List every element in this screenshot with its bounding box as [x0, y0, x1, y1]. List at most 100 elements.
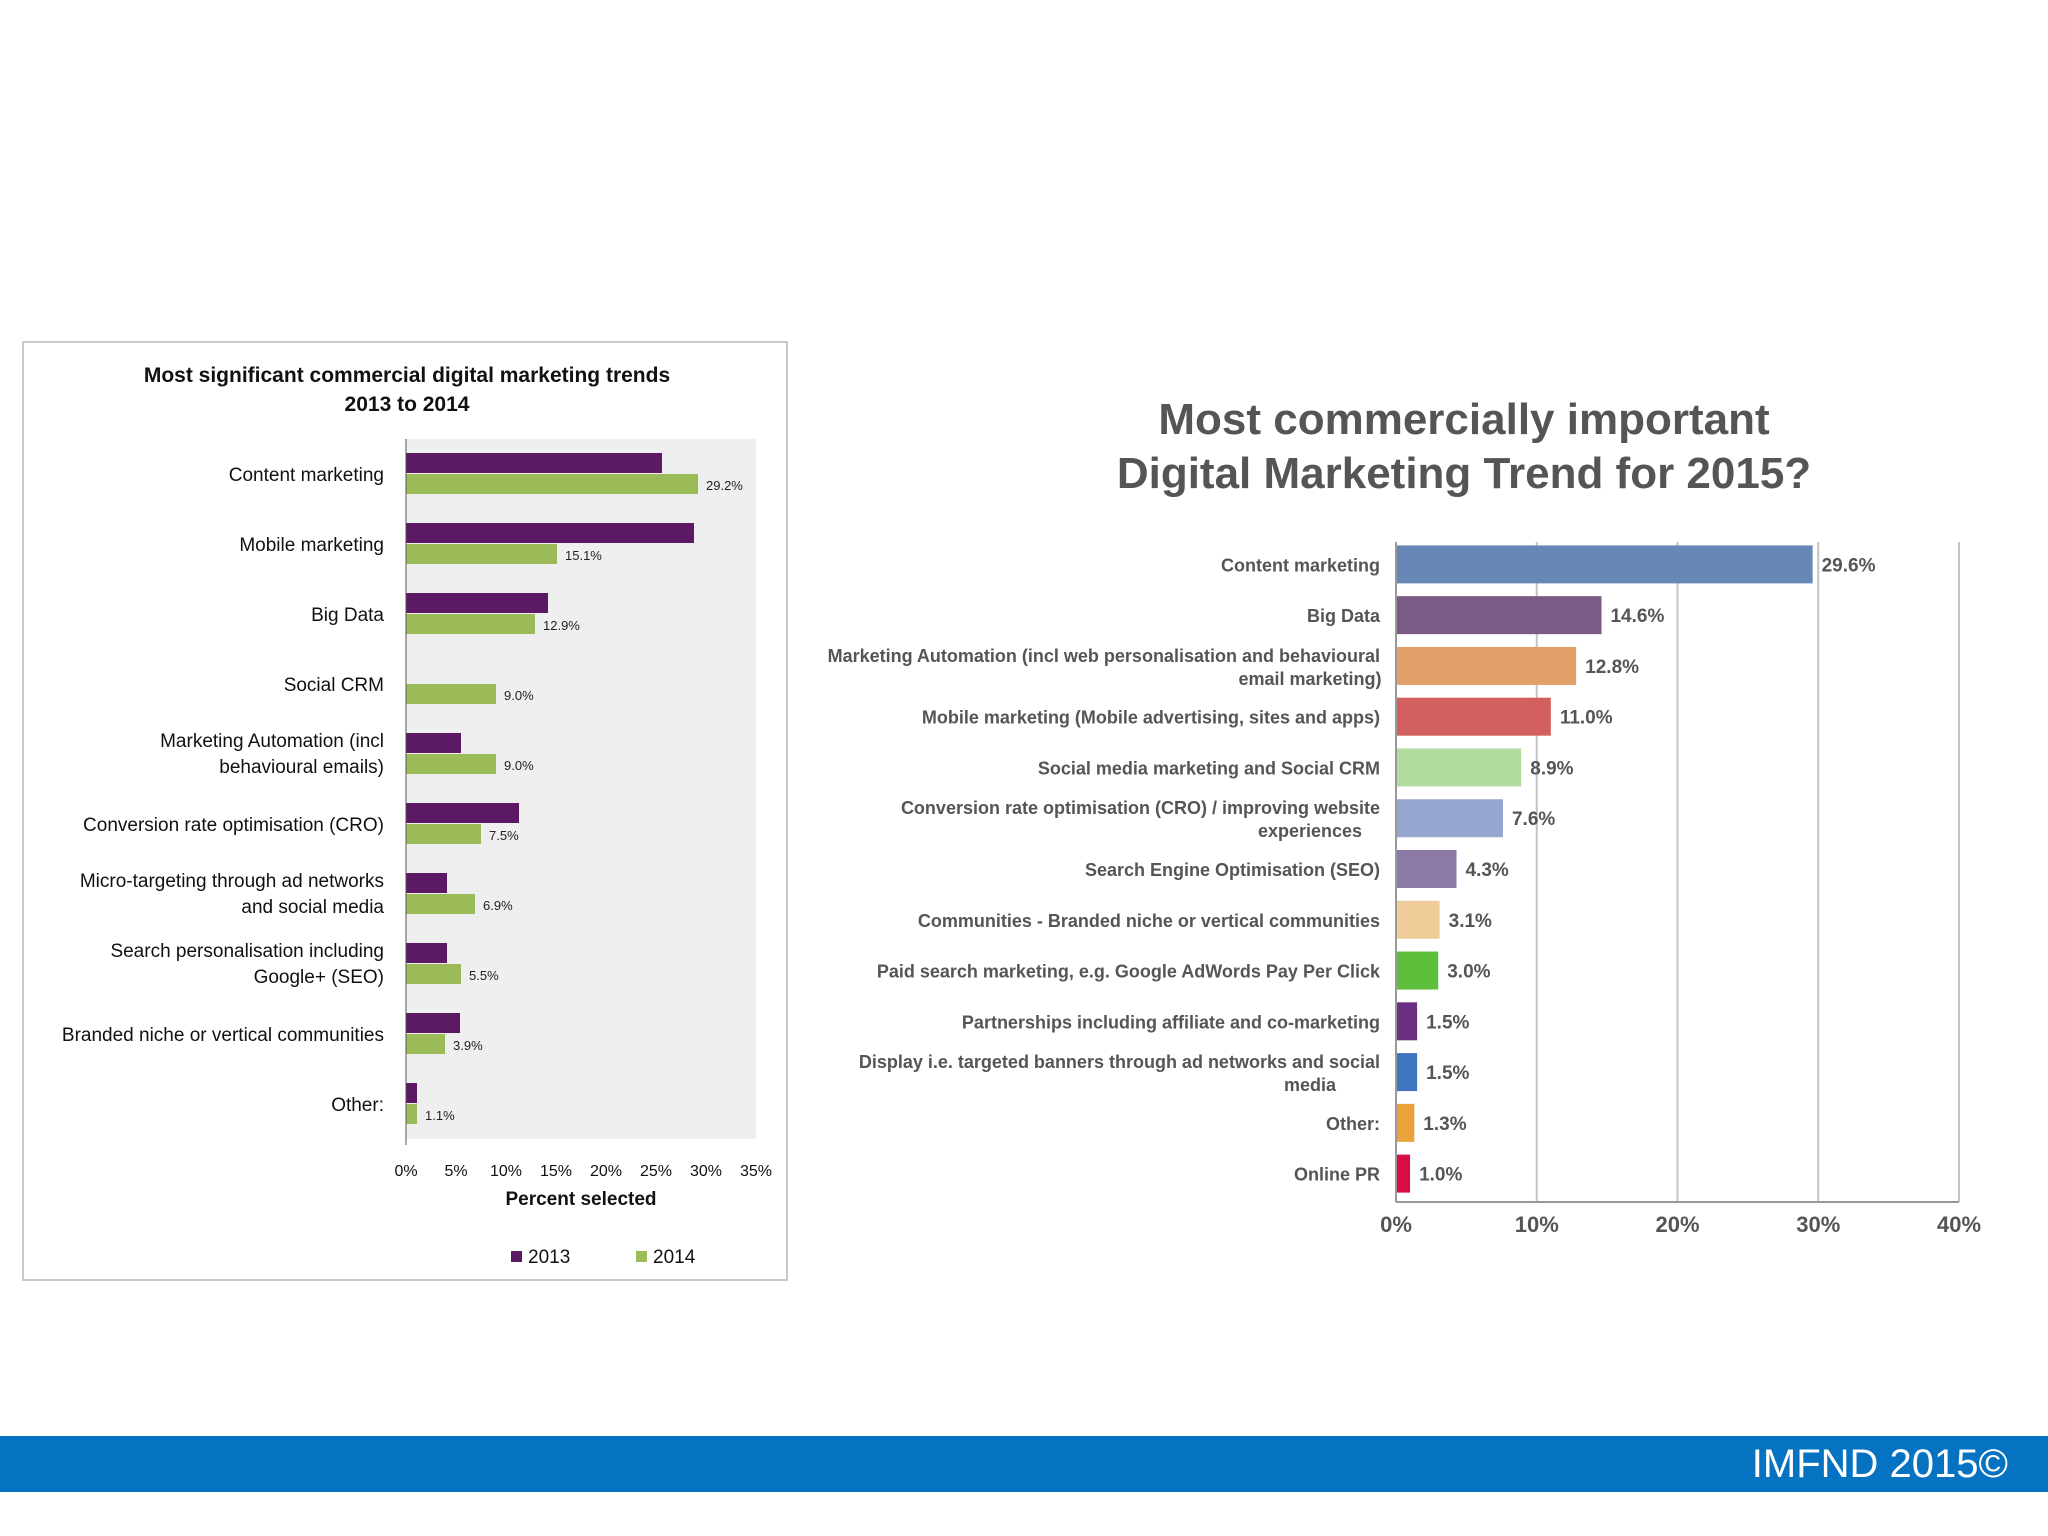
bar-2013	[406, 733, 461, 753]
x-tick-label: 15%	[540, 1163, 572, 1180]
legend-label: 2013	[528, 1247, 570, 1268]
bar-2013	[406, 943, 447, 963]
bar-2015	[1397, 1154, 1411, 1193]
bar-2014	[406, 544, 557, 564]
category-label: Mobile marketing	[239, 535, 384, 556]
category-label: Social CRM	[284, 675, 384, 696]
x-tick-label: 5%	[444, 1163, 467, 1180]
bar-2014	[406, 964, 461, 984]
bar-2013	[406, 1013, 460, 1033]
bar-2014	[406, 614, 535, 634]
bar-2015	[1397, 900, 1440, 939]
chart-2013-2014: Most significant commercial digital mark…	[62, 364, 772, 1268]
category-label: Big Data	[1307, 606, 1381, 626]
bar-value-label: 3.1%	[1449, 911, 1492, 932]
bar-2015	[1397, 1002, 1418, 1041]
bar-2015	[1397, 1103, 1415, 1142]
chart1-title-line: 2013 to 2014	[345, 393, 470, 416]
bar-2015	[1397, 545, 1813, 584]
x-tick-label: 40%	[1937, 1212, 1981, 1237]
category-label: behavioural emails)	[219, 757, 384, 778]
bar-value-label: 3.0%	[1447, 962, 1490, 983]
bar-value-label: 14.6%	[1610, 606, 1664, 627]
bar-2013	[406, 593, 548, 613]
category-label: Display i.e. targeted banners through ad…	[859, 1052, 1380, 1072]
category-label: Paid search marketing, e.g. Google AdWor…	[877, 962, 1381, 982]
chart2-title-line: Most commercially important	[1158, 395, 1770, 444]
bar-2014-label: 12.9%	[543, 618, 580, 633]
category-label: Big Data	[311, 605, 384, 626]
chart-2013-2014-frame: Most significant commercial digital mark…	[22, 341, 788, 1281]
bar-2014	[406, 754, 496, 774]
category-label: email marketing)	[1238, 669, 1381, 689]
x-tick-label: 20%	[590, 1163, 622, 1180]
category-label: Conversion rate optimisation (CRO) / imp…	[901, 798, 1380, 818]
x-tick-label: 25%	[640, 1163, 672, 1180]
bar-2015	[1397, 646, 1577, 685]
bar-2014	[406, 1104, 417, 1124]
bar-value-label: 29.6%	[1822, 555, 1876, 576]
category-label: Marketing Automation (incl web personali…	[828, 646, 1380, 666]
legend-swatch	[636, 1251, 647, 1262]
bar-2015	[1397, 850, 1457, 888]
bar-2015	[1397, 951, 1439, 990]
category-label: Other:	[1326, 1114, 1380, 1134]
bar-value-label: 11.0%	[1560, 708, 1613, 729]
bar-2014-label: 29.2%	[706, 478, 743, 493]
x-tick-label: 30%	[1796, 1212, 1840, 1237]
category-label: Mobile marketing (Mobile advertising, si…	[922, 708, 1380, 728]
bar-2015	[1397, 799, 1503, 838]
footer-copyright: IMFND 2015©	[1751, 1442, 2008, 1486]
bar-2014-label: 1.1%	[425, 1108, 455, 1123]
bar-2013	[406, 803, 519, 823]
bar-2013	[406, 453, 662, 473]
x-tick-label: 0%	[1380, 1212, 1412, 1237]
bar-value-label: 1.3%	[1423, 1114, 1466, 1135]
chart2-title-line: Digital Marketing Trend for 2015?	[1117, 449, 1811, 498]
bar-value-label: 8.9%	[1530, 758, 1573, 779]
bar-2014	[406, 474, 698, 494]
bar-2014	[406, 1034, 445, 1054]
category-label: Content marketing	[229, 465, 384, 486]
legend-label: 2014	[653, 1247, 696, 1268]
bar-2013	[406, 873, 447, 893]
category-label: Conversion rate optimisation (CRO)	[83, 815, 384, 836]
category-label: Search personalisation including	[110, 941, 384, 962]
category-label: Communities - Branded niche or vertical …	[918, 911, 1380, 931]
chart-2015-trends: Most commercially important Digital Marke…	[828, 395, 1981, 1237]
bar-2014-label: 9.0%	[504, 758, 534, 773]
bar-2014-label: 6.9%	[483, 898, 513, 913]
bar-2014	[406, 684, 496, 704]
category-label: Content marketing	[1221, 555, 1380, 575]
category-label: Partnerships including affiliate and co-…	[962, 1012, 1380, 1032]
bar-2014-label: 5.5%	[469, 968, 499, 983]
category-label: and social media	[241, 897, 384, 918]
x-tick-label: 30%	[690, 1163, 722, 1180]
category-label: media	[1284, 1075, 1337, 1095]
legend-swatch	[511, 1251, 522, 1262]
bar-2015	[1397, 596, 1602, 635]
bar-value-label: 1.0%	[1419, 1165, 1462, 1186]
bar-value-label: 12.8%	[1585, 657, 1639, 678]
category-label: Other:	[331, 1095, 384, 1116]
bar-2015	[1397, 1053, 1418, 1092]
category-label: Marketing Automation (incl	[160, 731, 384, 752]
bar-2013	[406, 523, 694, 543]
x-tick-label: 20%	[1655, 1212, 1699, 1237]
bar-2014-label: 9.0%	[504, 688, 534, 703]
bar-2015	[1397, 748, 1522, 787]
category-label: Online PR	[1294, 1165, 1380, 1185]
category-label: Social media marketing and Social CRM	[1038, 758, 1380, 778]
category-label: Search Engine Optimisation (SEO)	[1085, 860, 1380, 880]
bar-value-label: 7.6%	[1512, 809, 1555, 830]
bar-2013	[406, 1083, 417, 1103]
x-tick-label: 10%	[490, 1163, 522, 1180]
bar-2014-label: 3.9%	[453, 1038, 483, 1053]
bar-2014-label: 7.5%	[489, 828, 519, 843]
chart1-title-line: Most significant commercial digital mark…	[144, 364, 670, 387]
category-label: experiences	[1258, 821, 1362, 841]
x-axis-title: Percent selected	[505, 1189, 656, 1210]
x-tick-label: 10%	[1515, 1212, 1559, 1237]
category-label: Micro-targeting through ad networks	[80, 871, 384, 892]
bar-value-label: 1.5%	[1426, 1063, 1469, 1084]
